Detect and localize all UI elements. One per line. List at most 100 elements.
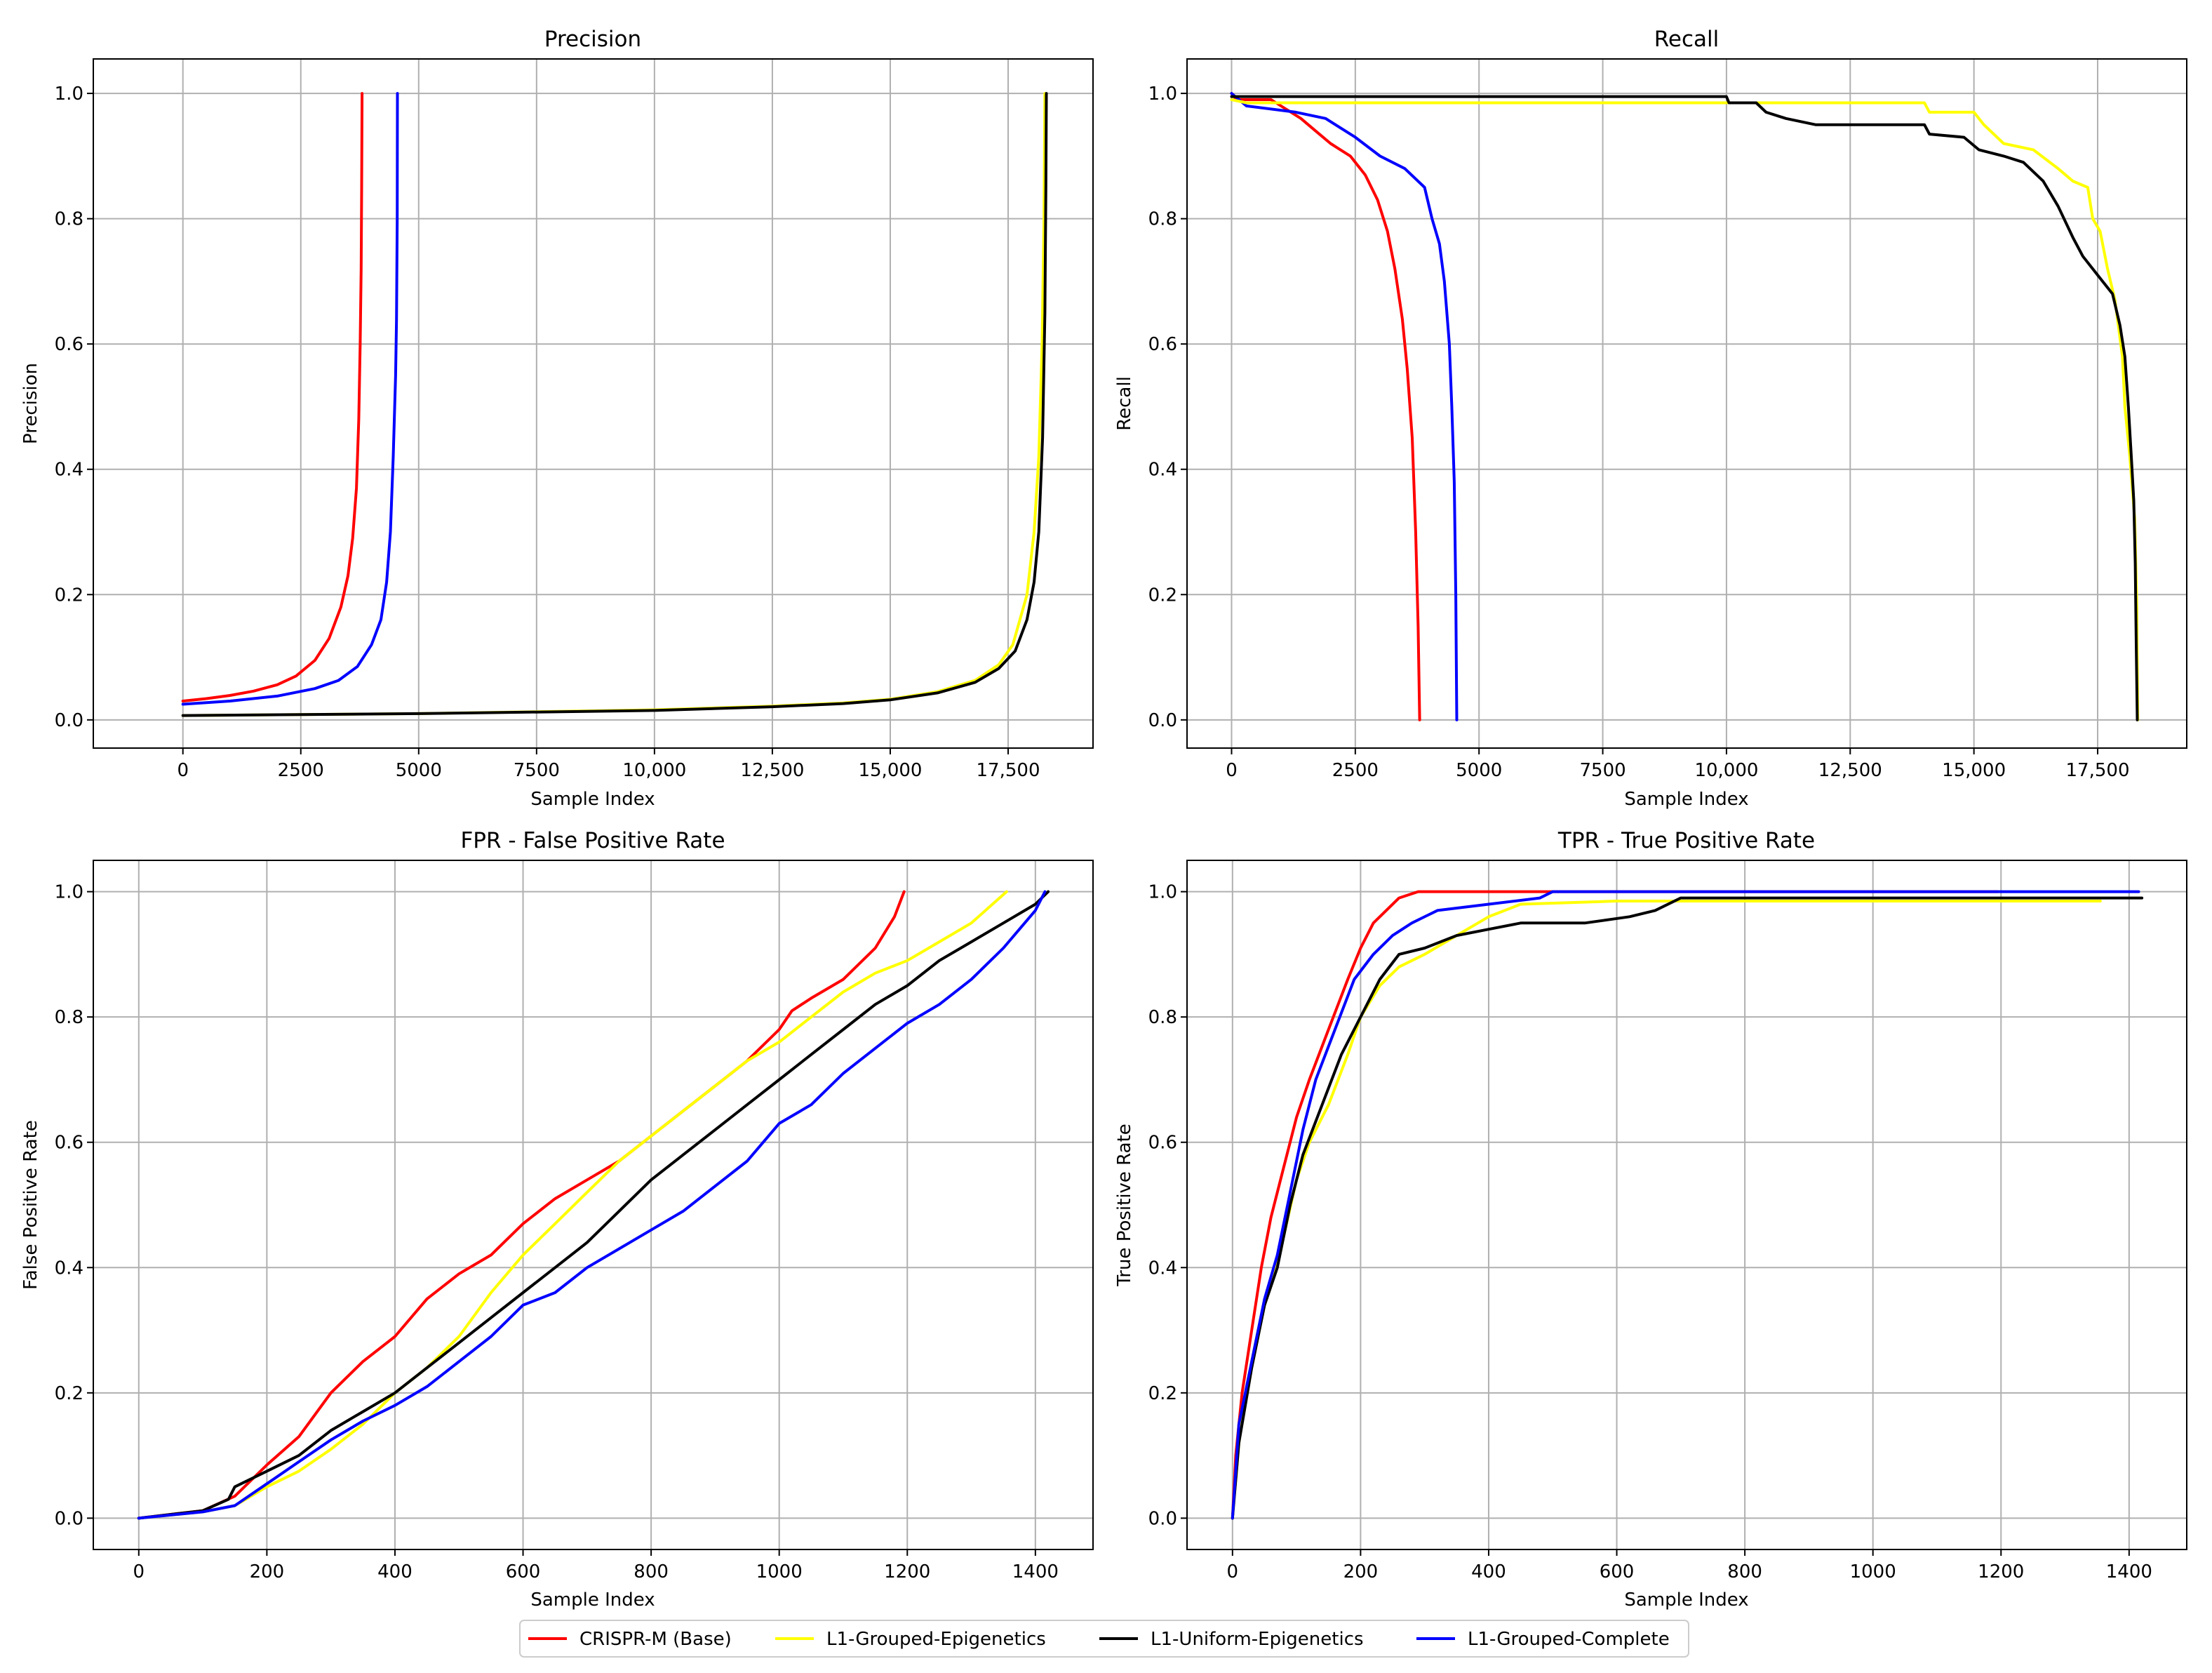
legend: CRISPR-M (Base) L1-Grouped-Epigenetics L…	[519, 1620, 1689, 1658]
precision-ytick-label-5: 1.0	[55, 84, 83, 105]
recall-xtick-label-4: 10,000	[1694, 760, 1758, 781]
fpr-xtick-label-3: 600	[506, 1561, 541, 1582]
tpr-ytick-label-0: 0.0	[1148, 1508, 1177, 1529]
recall-ytick-label-3: 0.6	[1148, 334, 1177, 355]
precision-xtick-label-7: 17,500	[977, 760, 1040, 781]
recall-title: Recall	[1654, 27, 1720, 52]
legend-label-l1-grouped-epigenetics: L1-Grouped-Epigenetics	[826, 1629, 1046, 1650]
legend-entry-crispr-m-base: CRISPR-M (Base)	[528, 1629, 732, 1650]
fpr-ytick-label-1: 0.2	[55, 1383, 83, 1404]
fpr-xtick-label-6: 1200	[884, 1561, 930, 1582]
precision-xtick-label-1: 2500	[278, 760, 324, 781]
fpr-ytick-label-0: 0.0	[55, 1508, 83, 1529]
recall-ylabel: Recall	[1114, 376, 1135, 431]
tpr-series-l1-grouped-epigenetics	[1231, 900, 2102, 1520]
precision-ytick-label-0: 0.0	[55, 710, 83, 731]
precision-series-l1-grouped-complete	[181, 92, 399, 706]
tpr-title: TPR - True Positive Rate	[1557, 828, 1815, 853]
recall-ytick-label-4: 0.8	[1148, 209, 1177, 230]
fpr-xlabel: Sample Index	[530, 1589, 655, 1611]
recall-series-l1-grouped-complete	[1230, 92, 1459, 721]
tpr-series-crispr-m-base	[1231, 890, 1999, 1520]
recall-ytick-label-2: 0.4	[1148, 460, 1177, 481]
fpr-xtick-label-0: 0	[133, 1561, 145, 1582]
fpr-xtick-label-1: 200	[250, 1561, 285, 1582]
precision-xtick-label-6: 15,000	[858, 760, 922, 781]
precision-ytick-label-2: 0.4	[55, 460, 83, 481]
fpr-series-l1-grouped-complete	[137, 890, 1047, 1520]
recall-panel: Recall 0 2500 5000 7500 10,000 12,500 15,000 17…	[1114, 27, 2187, 810]
tpr-xtick-label-0: 0	[1227, 1561, 1239, 1582]
precision-xtick-label-0: 0	[177, 760, 189, 781]
precision-xtick-label-5: 12,500	[740, 760, 804, 781]
tpr-ylabel: True Positive Rate	[1114, 1124, 1135, 1287]
precision-series-l1-grouped-epigenetics	[181, 92, 1047, 717]
precision-xlabel: Sample Index	[530, 789, 655, 810]
fpr-xtick-label-5: 1000	[756, 1561, 803, 1582]
tpr-ytick-label-3: 0.6	[1148, 1133, 1177, 1154]
precision-xtick-label-3: 7500	[514, 760, 560, 781]
recall-series-l1-grouped-epigenetics	[1230, 98, 2140, 721]
tpr-xtick-label-1: 200	[1343, 1561, 1379, 1582]
legend-entry-l1-grouped-complete: L1-Grouped-Complete	[1416, 1629, 1670, 1650]
legend-label-l1-grouped-complete: L1-Grouped-Complete	[1468, 1629, 1670, 1650]
fpr-xtick-label-4: 800	[634, 1561, 669, 1582]
precision-ytick-label-3: 0.6	[55, 334, 83, 355]
recall-xtick-label-2: 5000	[1456, 760, 1502, 781]
precision-series-crispr-m-base	[181, 92, 364, 702]
recall-xtick-label-3: 7500	[1579, 760, 1626, 781]
recall-ytick-label-0: 0.0	[1148, 710, 1177, 731]
precision-ylabel: Precision	[20, 363, 41, 444]
precision-panel: Precision 0 2500 5000 7500 10,000 12,500 15,00…	[20, 27, 1094, 810]
precision-series-l1-uniform-epigenetics	[181, 92, 1048, 717]
fpr-axes-frame	[93, 860, 1094, 1550]
fpr-ytick-label-5: 1.0	[55, 882, 83, 903]
recall-ytick-label-1: 0.2	[1148, 585, 1177, 606]
fpr-panel: FPR - False Positive Rate 0 200 400 600 800 1…	[20, 828, 1094, 1611]
fpr-ytick-label-4: 0.8	[55, 1007, 83, 1028]
tpr-ytick-label-4: 0.8	[1148, 1007, 1177, 1028]
tpr-axes-frame	[1186, 860, 2187, 1550]
precision-ytick-label-1: 0.2	[55, 585, 83, 606]
recall-xtick-label-6: 15,000	[1942, 760, 2006, 781]
legend-entry-l1-uniform-epigenetics: L1-Uniform-Epigenetics	[1099, 1629, 1364, 1650]
tpr-xtick-label-5: 1000	[1850, 1561, 1896, 1582]
fpr-ylabel: False Positive Rate	[20, 1120, 41, 1290]
precision-ytick-label-4: 0.8	[55, 209, 83, 230]
fpr-series-crispr-m-base	[137, 890, 906, 1520]
fpr-title: FPR - False Positive Rate	[460, 828, 725, 853]
recall-xtick-label-7: 17,500	[2066, 760, 2130, 781]
legend-label-crispr-m-base: CRISPR-M (Base)	[579, 1629, 732, 1650]
fpr-xtick-label-2: 400	[377, 1561, 413, 1582]
fpr-ytick-label-3: 0.6	[55, 1133, 83, 1154]
fpr-xtick-label-7: 1400	[1012, 1561, 1059, 1582]
recall-axes-frame	[1186, 58, 2187, 749]
recall-xtick-label-5: 12,500	[1818, 760, 1882, 781]
legend-label-l1-uniform-epigenetics: L1-Uniform-Epigenetics	[1151, 1629, 1364, 1650]
fpr-ytick-label-2: 0.4	[55, 1258, 83, 1279]
recall-series-l1-uniform-epigenetics	[1230, 95, 2139, 721]
tpr-xtick-label-2: 400	[1471, 1561, 1506, 1582]
tpr-xlabel: Sample Index	[1624, 1589, 1748, 1611]
tpr-xtick-label-3: 600	[1600, 1561, 1635, 1582]
precision-title: Precision	[544, 27, 641, 52]
tpr-ytick-label-1: 0.2	[1148, 1383, 1177, 1404]
legend-entry-l1-grouped-epigenetics: L1-Grouped-Epigenetics	[775, 1629, 1046, 1650]
tpr-xtick-label-6: 1200	[1978, 1561, 2024, 1582]
precision-xtick-label-2: 5000	[396, 760, 442, 781]
recall-xlabel: Sample Index	[1624, 789, 1748, 810]
fpr-series-l1-uniform-epigenetics	[137, 890, 1050, 1520]
tpr-series-l1-grouped-complete	[1231, 890, 2140, 1520]
fpr-series-l1-grouped-epigenetics	[137, 890, 1008, 1520]
recall-ytick-label-5: 1.0	[1148, 84, 1177, 105]
tpr-xtick-label-4: 800	[1727, 1561, 1762, 1582]
recall-xtick-label-0: 0	[1226, 760, 1238, 781]
precision-xtick-label-4: 10,000	[622, 760, 686, 781]
tpr-panel: TPR - True Positive Rate 0 200 400 600 800 10…	[1114, 828, 2187, 1611]
precision-axes-frame	[93, 58, 1094, 749]
tpr-ytick-label-5: 1.0	[1148, 882, 1177, 903]
tpr-series-l1-uniform-epigenetics	[1231, 896, 2144, 1520]
recall-series-crispr-m-base	[1230, 92, 1421, 721]
tpr-ytick-label-2: 0.4	[1148, 1258, 1177, 1279]
